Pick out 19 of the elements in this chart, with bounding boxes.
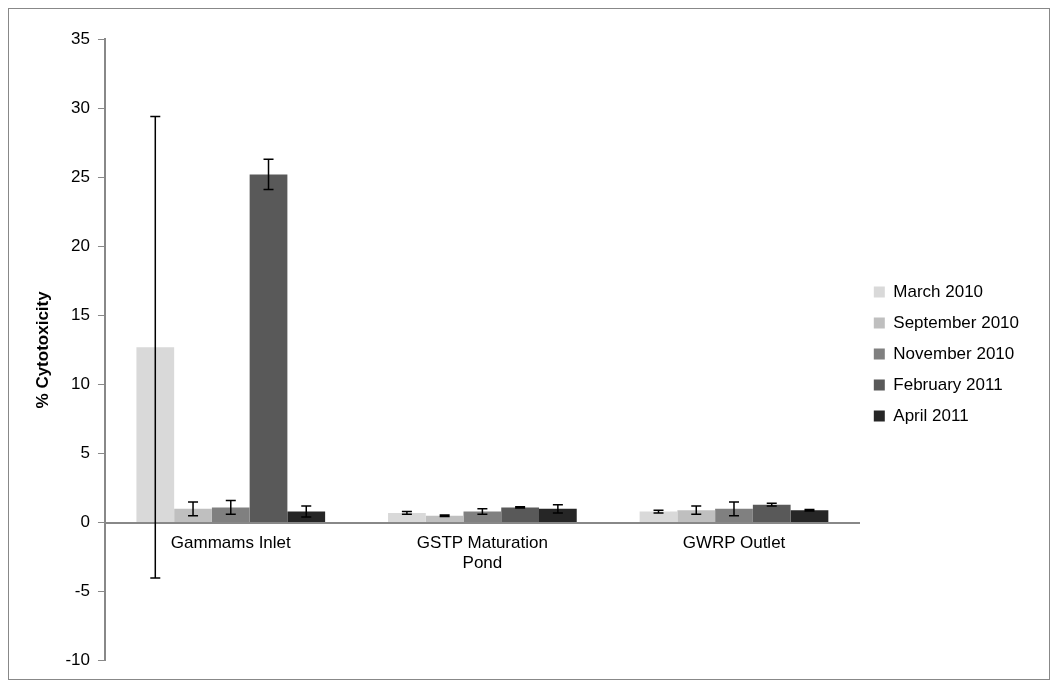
x-tick-label: Gammams Inlet [170, 532, 292, 552]
legend-label: November 2010 [893, 343, 1015, 363]
y-tick-label: 25 [71, 166, 90, 186]
y-tick-label: 35 [71, 28, 90, 48]
x-tick-label: GSTP Maturation Pond [416, 532, 548, 572]
y-tick-label: 10 [71, 374, 90, 394]
y-tick-label: 5 [80, 443, 90, 463]
y-axis-title: % Cytotoxicity [32, 290, 52, 409]
legend-label: September 2010 [893, 312, 1019, 332]
y-tick-label: 15 [71, 305, 90, 325]
legend-label: April 2011 [893, 405, 969, 425]
y-tick-label: -10 [65, 650, 90, 670]
x-tick-label: GWRP Outlet [682, 532, 786, 552]
y-tick-label: 0 [80, 512, 90, 532]
y-tick-label: 20 [71, 235, 90, 255]
legend-label: March 2010 [893, 281, 984, 301]
legend-label: February 2011 [893, 374, 1003, 394]
y-tick-label: 30 [71, 97, 90, 117]
y-tick-label: -5 [74, 581, 90, 601]
